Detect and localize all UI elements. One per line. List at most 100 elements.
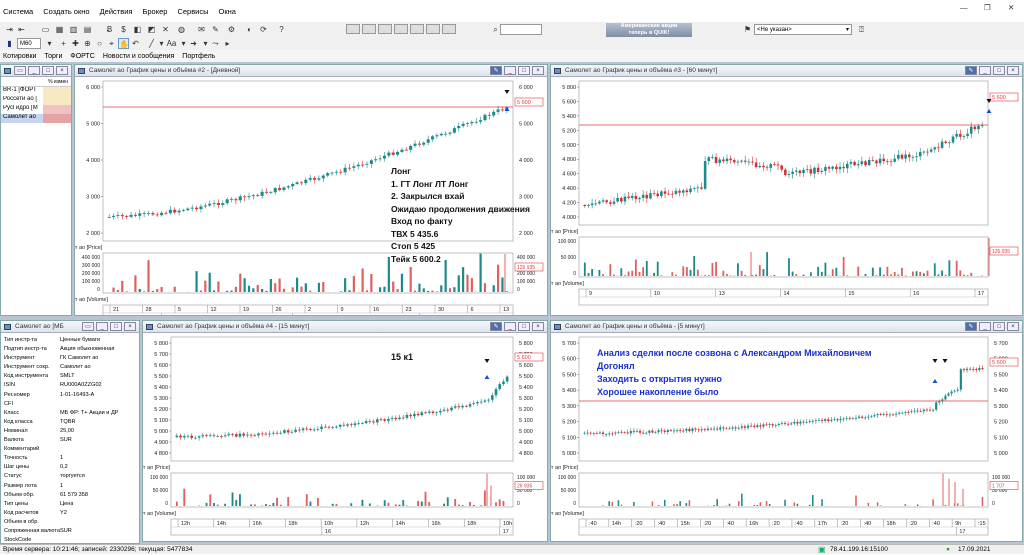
line-dropdown-icon[interactable]: ▾ — [159, 39, 164, 48]
minimize-icon[interactable]: — — [960, 3, 968, 12]
arrow-dropdown-icon[interactable]: ▾ — [203, 39, 208, 48]
search-icon[interactable]: ⌕ — [493, 25, 498, 34]
restore-icon[interactable]: ❐ — [984, 3, 991, 12]
chart-titlebar[interactable]: Самолет ао График цены и объёма - [5 мин… — [551, 321, 1022, 333]
menu-system[interactable]: Система — [3, 6, 34, 16]
tile-icon[interactable] — [346, 24, 360, 34]
menu-actions[interactable]: Действия — [99, 6, 133, 16]
layout-icon[interactable] — [442, 24, 456, 34]
disconnect-icon[interactable]: ⇤ — [18, 25, 25, 34]
menu-broker[interactable]: Брокер — [142, 6, 168, 16]
line-tool-icon[interactable]: ╱ — [149, 39, 154, 48]
maximize-icon[interactable]: □ — [993, 66, 1005, 75]
help-icon[interactable]: ? — [279, 25, 284, 34]
menu-services[interactable]: Сервисы — [177, 6, 209, 16]
refresh-icon[interactable]: ⟳ — [260, 25, 267, 34]
scripts-icon[interactable]: ⚙ — [227, 25, 236, 34]
fib-icon[interactable]: ⤳ — [212, 39, 219, 48]
chart-icon[interactable]: ▥ — [69, 25, 78, 34]
list-item[interactable]: BR-1 [ФОРТ — [1, 87, 71, 96]
close-icon[interactable]: × — [124, 322, 136, 331]
cascade-icon[interactable] — [362, 24, 376, 34]
chart-titlebar[interactable]: Самолет ао График цены и объёма #4 - [15… — [143, 321, 547, 333]
minimize-icon[interactable]: _ — [28, 66, 40, 75]
text-tool-icon[interactable]: Aa — [166, 39, 177, 48]
new-window-icon[interactable]: ▭ — [41, 25, 50, 34]
hand-icon[interactable]: ✋ — [118, 38, 129, 49]
ad-banner[interactable]: Американские акции теперь в QUIK! — [606, 23, 692, 37]
minimize-icon[interactable]: _ — [96, 322, 108, 331]
undo-icon[interactable]: ↶ — [132, 39, 139, 48]
close-icon[interactable]: × — [532, 66, 544, 75]
toggle-icon[interactable]: ◐ — [247, 25, 252, 34]
chart-type-icon[interactable]: ▮ — [7, 39, 12, 48]
list-item[interactable]: РусГидро [М — [1, 105, 71, 114]
watchlist-titlebar[interactable]: ▭ _ □ × — [1, 65, 71, 77]
tab-news[interactable]: Новости и сообщения — [102, 52, 175, 60]
minimize-icon[interactable]: _ — [979, 322, 991, 331]
search-small-icon[interactable]: ◍ — [178, 25, 185, 34]
restore-all-icon[interactable] — [410, 24, 424, 34]
edit-icon[interactable]: ✎ — [965, 322, 977, 331]
edit-icon[interactable]: ✎ — [965, 66, 977, 75]
class-select[interactable]: <Не указан> ▾ — [754, 24, 852, 35]
daily-chart-svg[interactable]: 6 000 6 000 5 000 5 000 4 000 4 000 3 000 3 000… — [75, 77, 547, 315]
edit-icon[interactable]: ✎ — [490, 66, 502, 75]
info-titlebar[interactable]: Самолет ао [МБ ▭ _ □ × — [1, 321, 139, 333]
target-icon[interactable]: ⊕ — [84, 39, 91, 48]
5min-chart-svg[interactable]: 5 700 5 700 5 600 5 600 5 500 5 500 5 400 5 400… — [551, 333, 1022, 541]
minimize-all-icon[interactable] — [394, 24, 408, 34]
close-icon[interactable]: × — [1007, 322, 1019, 331]
text-dropdown-icon[interactable]: ▾ — [181, 39, 186, 48]
news-icon[interactable]: ✉ — [198, 25, 205, 34]
tab-quotes[interactable]: Котировки — [3, 52, 37, 60]
crosshair-icon[interactable]: + — [61, 39, 66, 48]
arrange-icon[interactable] — [378, 24, 392, 34]
tools-icon[interactable]: ▭ — [14, 66, 26, 75]
minimize-icon[interactable]: _ — [504, 322, 516, 331]
tools-icon[interactable]: ▭ — [82, 322, 94, 331]
tab-trading[interactable]: Торги — [44, 52, 63, 60]
quote-icon[interactable]: Ƀ — [106, 25, 113, 34]
connect-icon[interactable]: ⇥ — [6, 25, 13, 34]
close-all-icon[interactable] — [426, 24, 440, 34]
maximize-icon[interactable]: □ — [42, 66, 54, 75]
find-instrument-icon[interactable]: ⍰ — [859, 25, 864, 34]
arrow-up-icon[interactable]: ➜ — [190, 39, 197, 48]
minimize-icon[interactable]: _ — [979, 66, 991, 75]
close-icon[interactable]: ✕ — [1008, 3, 1015, 12]
close-icon[interactable]: × — [532, 322, 544, 331]
tab-forts[interactable]: ФОРТС — [70, 52, 95, 60]
minimize-icon[interactable]: _ — [504, 66, 516, 75]
hourly-chart-svg[interactable]: 5 800 5 600 5 400 5 200 5 000 4 800 4 600 4 400… — [551, 77, 1022, 315]
maximize-icon[interactable]: □ — [518, 66, 530, 75]
maximize-icon[interactable]: □ — [110, 322, 122, 331]
close-icon[interactable]: × — [1007, 66, 1019, 75]
buy-icon[interactable]: $ — [121, 25, 126, 34]
chart-titlebar[interactable]: Самолет ао График цены и объёма #3 - [60… — [551, 65, 1022, 77]
portfolio-icon[interactable]: ◩ — [147, 25, 156, 34]
close-icon[interactable]: × — [56, 66, 68, 75]
maximize-icon[interactable]: □ — [518, 322, 530, 331]
stop-icon[interactable]: ✕ — [162, 25, 169, 34]
search-input[interactable] — [500, 24, 542, 35]
zoom-in-icon[interactable]: ✚ — [72, 39, 79, 48]
menu-windows[interactable]: Окна — [218, 6, 236, 16]
period-down-icon[interactable]: ▾ — [47, 39, 52, 48]
list-item-selected[interactable]: Самолет ао — [1, 114, 71, 123]
cursor-icon[interactable]: ⌖ — [109, 39, 114, 48]
orders-icon[interactable]: ▤ — [83, 25, 92, 34]
instrument-select[interactable]: М60 — [17, 38, 41, 49]
table-icon[interactable]: ▦ — [55, 25, 64, 34]
list-item[interactable]: Россети ао [ — [1, 96, 71, 105]
menu-create-window[interactable]: Создать окно — [43, 6, 90, 16]
mail-icon[interactable]: ✎ — [212, 25, 219, 34]
more-icon[interactable]: ▸ — [225, 39, 230, 48]
deals-icon[interactable]: ◧ — [133, 25, 142, 34]
class-icon[interactable]: ⚑ — [743, 25, 752, 34]
chart-titlebar[interactable]: Самолет ао График цены и объёма #2 - [Дн… — [75, 65, 547, 77]
maximize-icon[interactable]: □ — [993, 322, 1005, 331]
edit-icon[interactable]: ✎ — [490, 322, 502, 331]
circle-icon[interactable]: ○ — [97, 39, 102, 48]
